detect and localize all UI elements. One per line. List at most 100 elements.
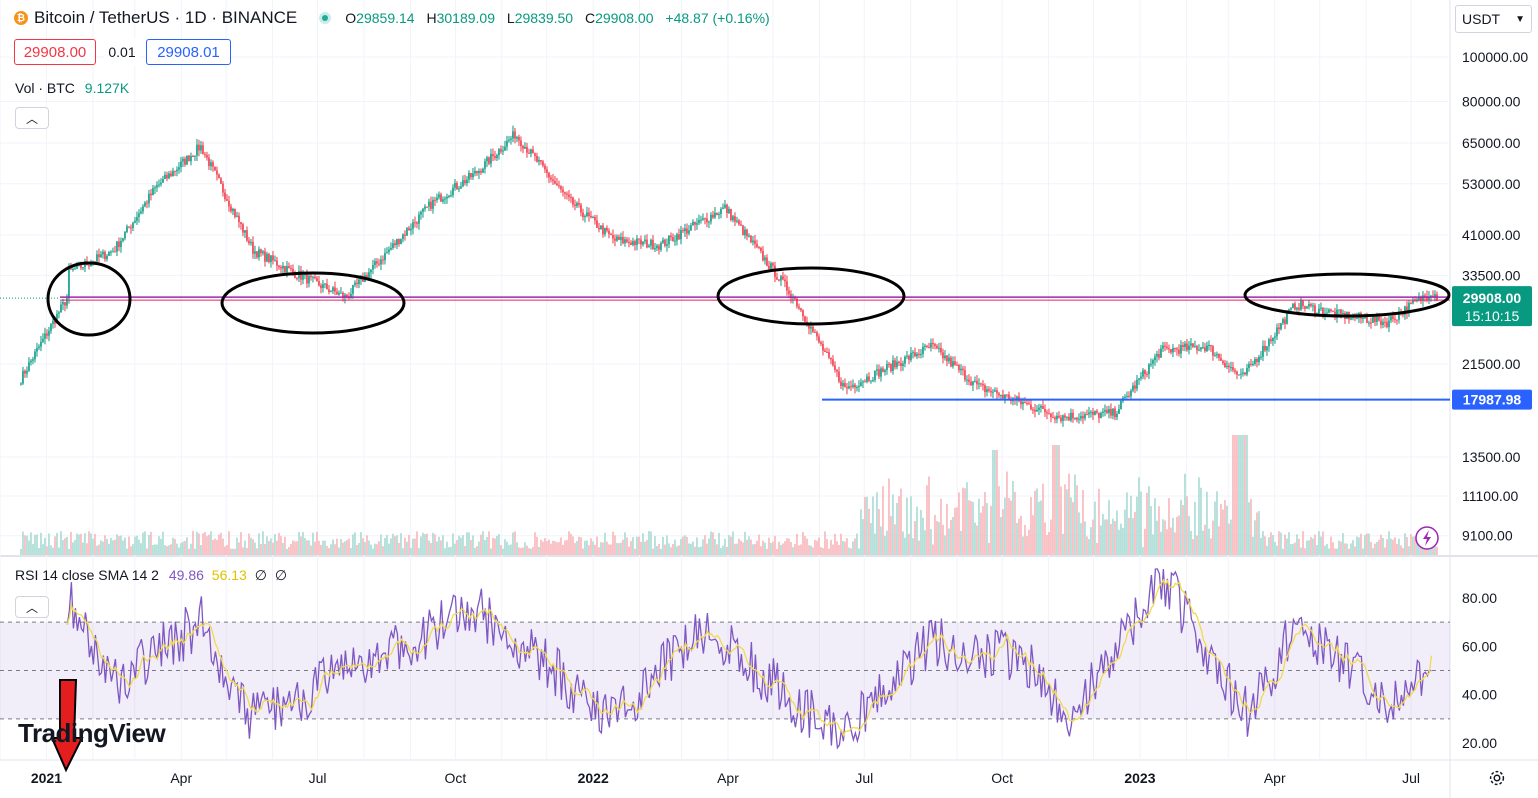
- candle-body: [946, 355, 948, 362]
- volume-bar: [470, 540, 472, 555]
- volume-bar: [1284, 534, 1286, 555]
- buy-button[interactable]: 29908.01: [146, 39, 231, 65]
- volume-bar: [46, 546, 48, 555]
- volume-bar: [178, 547, 180, 555]
- volume-bar: [550, 543, 552, 555]
- volume-bar: [802, 531, 804, 555]
- candle-body: [1170, 349, 1172, 353]
- volume-bar: [160, 538, 162, 555]
- volume-bar: [1018, 518, 1020, 555]
- volume-bar: [1400, 545, 1402, 555]
- candle-body: [518, 136, 520, 141]
- volume-bar: [1348, 548, 1350, 555]
- volume-bar: [510, 544, 512, 555]
- candle-body: [136, 217, 138, 221]
- volume-bar: [738, 538, 740, 555]
- candle-body: [104, 251, 106, 260]
- volume-bar: [1270, 532, 1272, 555]
- candle-body: [1428, 296, 1430, 300]
- candle-body: [1380, 320, 1382, 326]
- volume-bar: [278, 532, 280, 555]
- volume-bar: [1106, 519, 1108, 555]
- volume-bar: [54, 536, 56, 555]
- candle-body: [1066, 416, 1068, 418]
- volume-bar: [490, 548, 492, 555]
- volume-bar: [700, 546, 702, 555]
- candle-body: [548, 172, 550, 178]
- candle-body: [392, 243, 394, 248]
- candle-body: [466, 179, 468, 184]
- currency-selector[interactable]: USDT ▼: [1455, 5, 1532, 33]
- volume-bar: [1108, 500, 1110, 555]
- candle-body: [20, 383, 22, 385]
- candle-body: [166, 174, 168, 179]
- volume-bar: [354, 532, 356, 555]
- volume-bar: [720, 547, 722, 555]
- volume-bar: [500, 545, 502, 555]
- candle-body: [1404, 306, 1406, 315]
- candle-body: [282, 265, 284, 269]
- candle-body: [384, 253, 386, 261]
- candle-body: [1240, 373, 1242, 375]
- candle-body: [1186, 343, 1188, 351]
- candle-body: [58, 312, 60, 314]
- candle-body: [592, 216, 594, 218]
- volume-bar: [950, 519, 952, 555]
- candle-body: [554, 181, 556, 184]
- candle-body: [1094, 410, 1096, 415]
- candle-body: [672, 237, 674, 242]
- candle-body: [932, 342, 934, 345]
- spread-value: 0.01: [104, 39, 140, 65]
- candle-body: [578, 203, 580, 205]
- candle-body: [860, 382, 862, 387]
- volume-bar: [824, 531, 826, 555]
- volume-bar: [900, 488, 902, 555]
- candle-body: [46, 333, 48, 336]
- candle-body: [1024, 402, 1026, 404]
- volume-bar: [196, 531, 198, 555]
- volume-bar: [1266, 545, 1268, 555]
- rsi-tick-label: 20.00: [1462, 735, 1497, 751]
- volume-bar: [40, 532, 42, 555]
- volume-bar: [658, 543, 660, 555]
- candle-body: [966, 379, 968, 381]
- volume-bar: [732, 531, 734, 555]
- sell-button[interactable]: 29908.00: [14, 39, 96, 65]
- volume-bar: [606, 541, 608, 555]
- collapse-rsi-button[interactable]: ︿: [15, 596, 49, 618]
- volume-bar: [188, 548, 190, 555]
- symbol-title[interactable]: Bitcoin / TetherUS · 1D · BINANCE: [34, 8, 298, 27]
- volume-bar: [502, 548, 504, 555]
- volume-bar: [964, 488, 966, 555]
- volume-bar: [1156, 520, 1158, 555]
- volume-bar: [856, 533, 858, 555]
- candle-body: [758, 247, 760, 249]
- volume-bar: [832, 544, 834, 555]
- collapse-legend-button[interactable]: ︿: [15, 107, 49, 129]
- candle-body: [834, 365, 836, 370]
- candle-body: [222, 183, 224, 193]
- volume-bar: [1072, 502, 1074, 555]
- candle-body: [716, 212, 718, 215]
- candle-body: [374, 261, 376, 266]
- volume-bar: [678, 545, 680, 555]
- volume-bar: [60, 531, 62, 555]
- volume-bar: [328, 548, 330, 555]
- volume-bar: [940, 498, 942, 555]
- gear-icon[interactable]: [1486, 767, 1508, 789]
- volume-bar: [370, 544, 372, 555]
- volume-bar: [276, 540, 278, 555]
- volume-bar: [632, 537, 634, 555]
- volume-bar: [694, 546, 696, 555]
- volume-bar: [644, 541, 646, 555]
- volume-bar: [958, 492, 960, 555]
- volume-bar: [546, 541, 548, 555]
- candle-body: [400, 239, 402, 245]
- price-tick-label: 100000.00: [1462, 49, 1528, 65]
- volume-bar: [84, 533, 86, 555]
- volume-bar: [88, 531, 90, 555]
- volume-bar: [864, 496, 866, 555]
- volume-bar: [472, 535, 474, 555]
- volume-bar: [348, 538, 350, 555]
